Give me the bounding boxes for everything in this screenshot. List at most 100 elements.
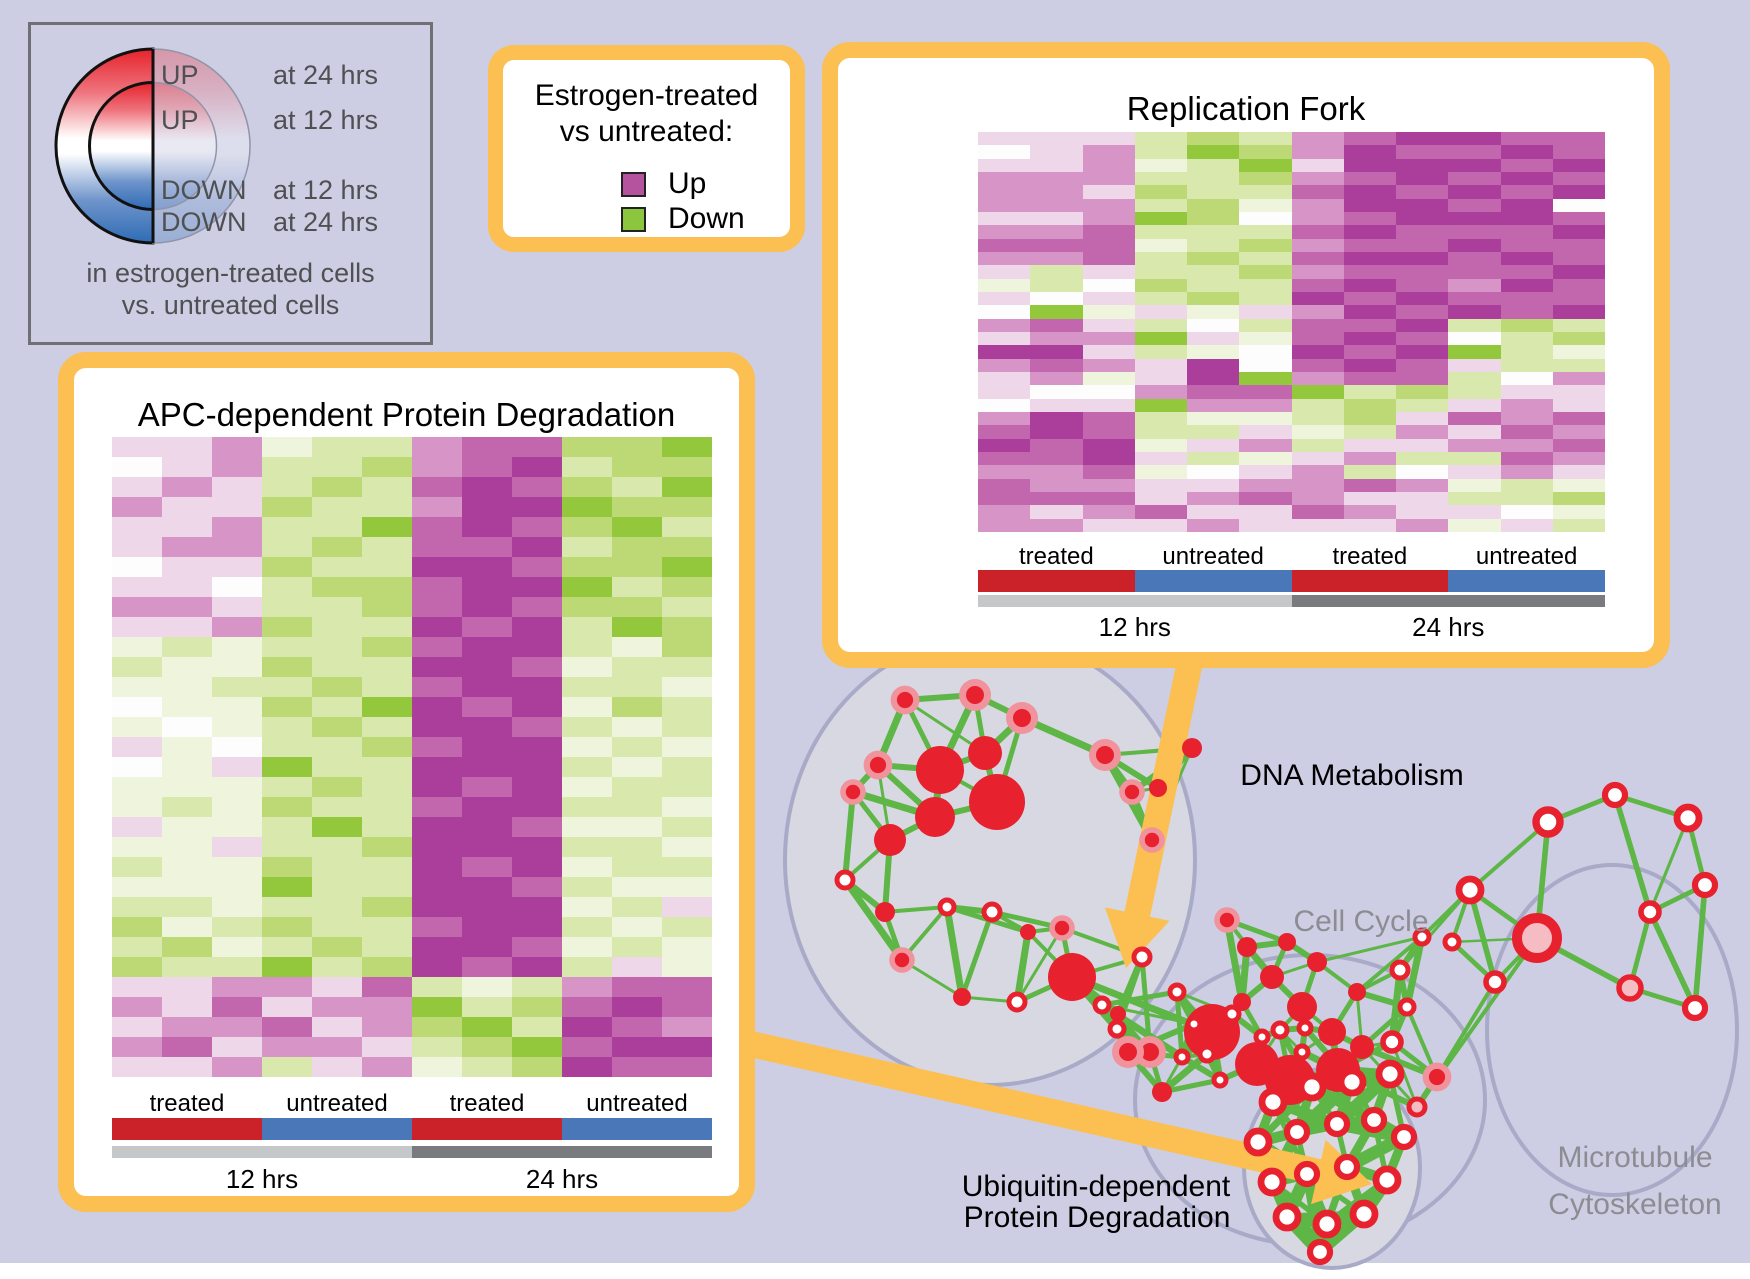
heatmap-cell (1082, 185, 1135, 199)
heatmap-row (978, 185, 1605, 199)
heatmap-cell (262, 877, 312, 897)
gene-node-ring (1185, 1015, 1203, 1033)
heatmap-cell (1552, 171, 1605, 186)
heatmap-cell (1448, 358, 1501, 372)
heatmap-cell (978, 505, 1031, 519)
heatmap-cell (1396, 331, 1449, 346)
heatmap-row (112, 897, 712, 917)
heatmap-cell (1030, 265, 1083, 279)
heatmap-cell (262, 497, 312, 517)
heatmap-row (112, 977, 712, 997)
heatmap-row (978, 491, 1605, 506)
heatmap-cell (362, 897, 412, 917)
heatmap-cell (412, 617, 462, 637)
heatmap-cell (1082, 465, 1135, 479)
heatmap-cell (1239, 331, 1292, 346)
heatmap-cell (112, 797, 162, 817)
heatmap-cell (1291, 478, 1344, 492)
heatmap-cell (1187, 318, 1240, 332)
heatmap-cell (412, 437, 462, 457)
heatmap-cell (662, 957, 712, 977)
gene-node-ring (1681, 994, 1709, 1022)
heatmap-cell (562, 717, 612, 737)
cluster-label-cytoskeleton: Cytoskeleton (1548, 1188, 1722, 1221)
heatmap-cell (362, 857, 412, 877)
heatmap-cell (1343, 398, 1396, 412)
heatmap-cell (312, 977, 362, 997)
heatmap-cell (1552, 518, 1605, 532)
heatmap-cell (1552, 185, 1605, 199)
heatmap-cell (1030, 385, 1083, 399)
heatmap-row (112, 777, 712, 797)
heatmap-cell (212, 617, 262, 637)
heatmap-cell (1500, 291, 1553, 306)
heatmap-cell (162, 957, 212, 977)
heatmap-cell (212, 797, 262, 817)
heatmap-cell (1500, 478, 1553, 492)
heatmap-cell (362, 617, 412, 637)
network-edge (842, 789, 856, 883)
gene-node-ring (1380, 1030, 1404, 1054)
heatmap-cell (512, 757, 562, 777)
heatmap-cell (362, 557, 412, 577)
network-edge (1468, 820, 1550, 892)
heatmap-cell (1396, 505, 1449, 519)
up-color-swatch (621, 171, 646, 197)
heatmap-cell (162, 797, 212, 817)
heatmap-cell (1343, 291, 1396, 306)
legend-time-12: at 12 hrs (273, 105, 379, 135)
callout-arrow-1 (739, 1029, 1372, 1205)
group-label-treated-2: treated (449, 1090, 525, 1117)
heatmap-cell (978, 465, 1031, 479)
heatmap-cell (1396, 451, 1449, 466)
heatmap-cell (662, 637, 712, 657)
legend-dir-down-24: DOWN (161, 207, 247, 237)
heatmap-cell (1134, 371, 1187, 386)
gene-node-ring (1131, 946, 1153, 968)
heatmap-cell (162, 657, 212, 677)
heatmap-cell (1552, 358, 1605, 372)
heatmap-cell (1552, 345, 1605, 359)
heatmap-cell (162, 757, 212, 777)
heatmap-cell (512, 817, 562, 837)
gene-node-solid (1110, 1006, 1126, 1022)
heatmap-cell (112, 657, 162, 677)
heatmap-cell (1030, 238, 1083, 252)
gene-node-ring (1107, 1019, 1127, 1039)
heatmap-cell (312, 497, 362, 517)
heatmap-cell (1552, 211, 1605, 226)
heatmap-cell (1552, 478, 1605, 492)
heatmap-cell (262, 597, 312, 617)
heatmap-replication-fork (978, 132, 1605, 532)
heatmap-cell (112, 1037, 162, 1057)
heatmap-cell (1500, 211, 1553, 226)
heatmap-cell (978, 158, 1031, 172)
heatmap-cell (162, 1057, 212, 1077)
heatmap-row (978, 145, 1605, 159)
heatmap-cell (312, 697, 362, 717)
heatmap-cell (562, 637, 612, 657)
heatmap-cell (1187, 518, 1240, 532)
network-edge (1648, 816, 1690, 914)
heatmap-cell (162, 817, 212, 837)
network-edge (883, 905, 949, 914)
heatmap-cell (512, 1057, 562, 1077)
heatmap-cell (562, 937, 612, 957)
legend-time-24: at 24 hrs (273, 60, 379, 90)
heatmap-row (978, 305, 1605, 319)
heatmap-cell (1552, 438, 1605, 452)
heatmap-cell (362, 497, 412, 517)
heatmap-row (978, 238, 1605, 252)
gene-node-ring (1257, 1167, 1287, 1197)
condition-bar-untreated-3 (562, 1118, 712, 1140)
heatmap-cell (662, 477, 712, 497)
heatmap-row (978, 265, 1605, 279)
heatmap-cell (1448, 278, 1501, 292)
heatmap-cell (1134, 265, 1187, 279)
group-label-treated-0: treated (1019, 543, 1094, 570)
legend-dir-up-12: UP (161, 105, 199, 135)
gene-node-solid (1149, 779, 1167, 797)
heatmap-cell (662, 737, 712, 757)
